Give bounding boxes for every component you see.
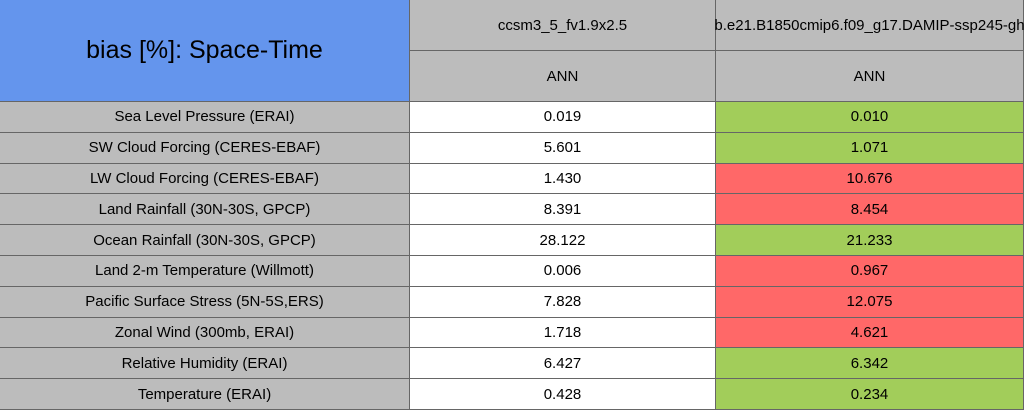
- row-label: Zonal Wind (300mb, ERAI): [0, 317, 410, 349]
- case-name: ccsm3_5_fv1.9x2.5: [497, 16, 628, 34]
- value-cell: 10.676: [716, 163, 1024, 195]
- value-cell: 6.427: [410, 348, 716, 380]
- row-label: LW Cloud Forcing (CERES-EBAF): [0, 163, 410, 195]
- row-label: Land Rainfall (30N-30S, GPCP): [0, 194, 410, 226]
- value-cell: 0.967: [716, 256, 1024, 287]
- value-cell: 7.828: [410, 286, 716, 318]
- row-label: Relative Humidity (ERAI): [0, 348, 410, 380]
- row-label: Pacific Surface Stress (5N-5S,ERS): [0, 286, 410, 318]
- value-cell: 1.718: [410, 317, 716, 349]
- value-cell: 6.342: [716, 348, 1024, 380]
- season-header: ANN: [410, 51, 716, 102]
- value-cell: 0.234: [716, 379, 1024, 410]
- case-name: b.e21.B1850cmip6.f09_g17.DAMIP-ssp245-gh: [714, 16, 1024, 34]
- value-cell: 0.006: [410, 256, 716, 287]
- value-cell: 4.621: [716, 317, 1024, 349]
- value-cell: 1.071: [716, 132, 1024, 164]
- case-header: ccsm3_5_fv1.9x2.5: [410, 0, 716, 51]
- case-header: b.e21.B1850cmip6.f09_g17.DAMIP-ssp245-gh: [714, 0, 1024, 51]
- row-label: SW Cloud Forcing (CERES-EBAF): [0, 132, 410, 164]
- value-cell: 21.233: [716, 225, 1024, 256]
- value-cell: 12.075: [716, 286, 1024, 318]
- row-label: Ocean Rainfall (30N-30S, GPCP): [0, 225, 410, 256]
- value-cell: 5.601: [410, 132, 716, 164]
- value-cell: 0.428: [410, 379, 716, 410]
- value-cell: 1.430: [410, 163, 716, 195]
- row-label: Land 2-m Temperature (Willmott): [0, 256, 410, 287]
- value-cell: 28.122: [410, 225, 716, 256]
- value-cell: 0.010: [716, 102, 1024, 133]
- season-header: ANN: [716, 51, 1024, 102]
- value-cell: 8.454: [716, 194, 1024, 226]
- table-title: bias [%]: Space-Time: [0, 0, 410, 102]
- row-label: Temperature (ERAI): [0, 379, 410, 410]
- value-cell: 8.391: [410, 194, 716, 226]
- row-label: Sea Level Pressure (ERAI): [0, 102, 410, 133]
- value-cell: 0.019: [410, 102, 716, 133]
